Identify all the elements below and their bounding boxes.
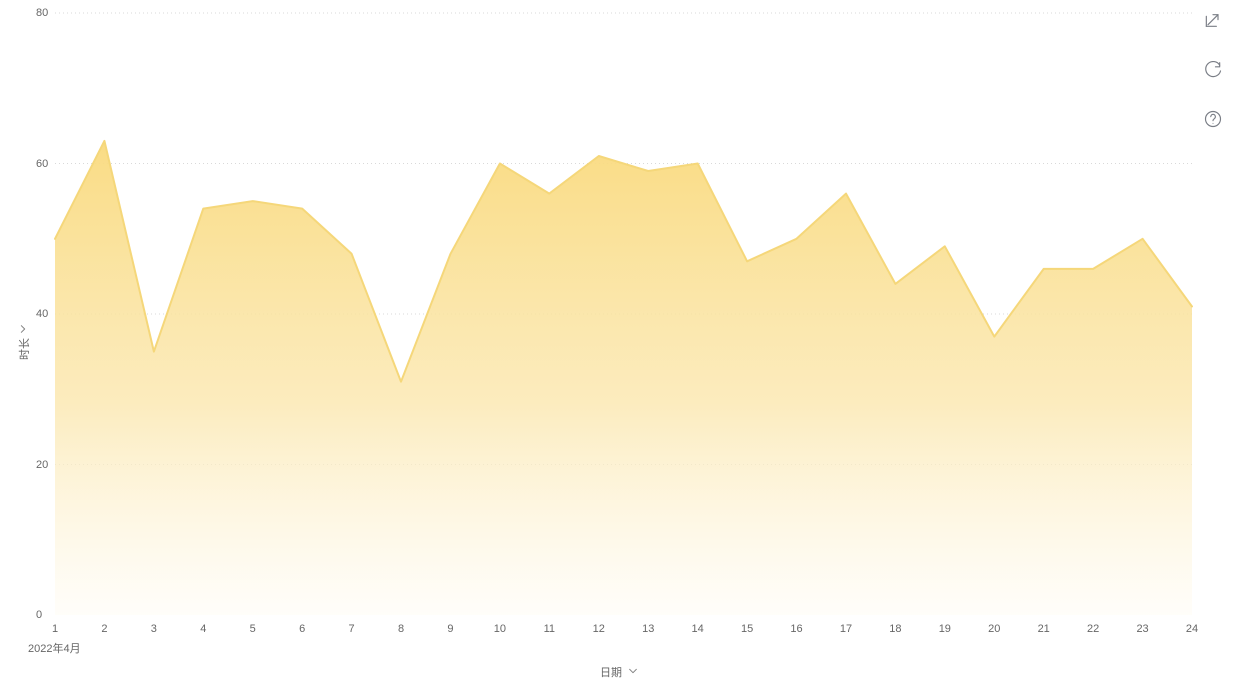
x-tick-label: 13: [642, 623, 654, 635]
x-tick-label: 6: [299, 623, 305, 635]
x-tick-label: 22: [1087, 623, 1099, 635]
x-tick-label: 19: [939, 623, 951, 635]
x-tick-label: 1: [52, 623, 58, 635]
refresh-icon: [1203, 61, 1223, 86]
x-tick-label: 4: [200, 623, 206, 635]
chart-toolbar: [1202, 14, 1224, 132]
chart-container: 时长 2022年4月 日期: [0, 0, 1238, 683]
x-tick-label: 2: [101, 623, 107, 635]
y-tick-label: 60: [36, 158, 48, 170]
x-tick-label: 8: [398, 623, 404, 635]
x-tick-label: 12: [593, 623, 605, 635]
x-tick-label: 21: [1038, 623, 1050, 635]
x-tick-label: 3: [151, 623, 157, 635]
chevron-down-icon: [628, 666, 638, 679]
expand-icon: [1203, 13, 1223, 38]
area-fill: [55, 141, 1192, 615]
help-icon: [1203, 109, 1223, 134]
x-tick-label: 9: [447, 623, 453, 635]
x-tick-label: 17: [840, 623, 852, 635]
x-tick-label: 18: [889, 623, 901, 635]
expand-button[interactable]: [1202, 14, 1224, 36]
x-tick-label: 15: [741, 623, 753, 635]
y-tick-label: 20: [36, 459, 48, 471]
x-tick-label: 7: [349, 623, 355, 635]
x-tick-label: 16: [790, 623, 802, 635]
area-chart: [0, 0, 1238, 660]
x-tick-label: 23: [1136, 623, 1148, 635]
y-tick-label: 40: [36, 308, 48, 320]
y-tick-label: 0: [36, 609, 42, 621]
x-tick-label: 24: [1186, 623, 1198, 635]
x-tick-label: 14: [692, 623, 704, 635]
x-tick-label: 11: [544, 623, 555, 635]
x-tick-label: 10: [494, 623, 506, 635]
x-axis-label-text: 日期: [600, 664, 622, 680]
x-tick-label: 5: [250, 623, 256, 635]
x-axis-label[interactable]: 日期: [600, 664, 638, 680]
help-button[interactable]: [1202, 110, 1224, 132]
y-tick-label: 80: [36, 7, 48, 19]
refresh-button[interactable]: [1202, 62, 1224, 84]
x-tick-label: 20: [988, 623, 1000, 635]
